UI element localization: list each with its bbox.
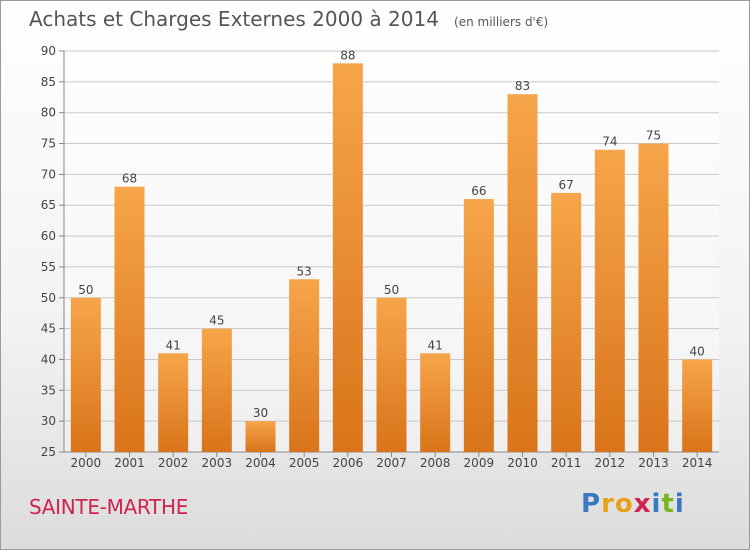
y-tick-label: 60 bbox=[41, 229, 56, 243]
bar-value-label: 45 bbox=[209, 314, 224, 328]
y-tick-label: 35 bbox=[41, 383, 56, 397]
bar bbox=[114, 186, 145, 452]
bar-value-label: 41 bbox=[166, 338, 181, 352]
y-tick-label: 40 bbox=[41, 352, 56, 366]
logo-letter: i bbox=[651, 489, 662, 519]
bar bbox=[245, 421, 276, 452]
y-tick-label: 45 bbox=[41, 322, 56, 336]
bar bbox=[376, 297, 407, 452]
bar-value-label: 75 bbox=[646, 129, 661, 143]
y-tick-label: 75 bbox=[41, 137, 56, 151]
x-tick-label: 2003 bbox=[202, 456, 233, 470]
x-tick-label: 2009 bbox=[464, 456, 495, 470]
x-tick-label: 2010 bbox=[507, 456, 538, 470]
x-tick-label: 2011 bbox=[551, 456, 582, 470]
bar bbox=[463, 199, 494, 452]
logo-letter: P bbox=[581, 489, 602, 519]
bar-value-label: 53 bbox=[297, 264, 312, 278]
bar bbox=[158, 353, 189, 452]
x-tick-label: 2007 bbox=[376, 456, 407, 470]
bar bbox=[420, 353, 451, 452]
bar-value-label: 68 bbox=[122, 172, 137, 186]
bar bbox=[594, 149, 625, 452]
bar-value-label: 50 bbox=[384, 283, 399, 297]
x-tick-label: 2006 bbox=[333, 456, 364, 470]
logo-letter: o bbox=[614, 489, 634, 519]
bar bbox=[70, 297, 101, 452]
y-tick-label: 30 bbox=[41, 414, 56, 428]
bar bbox=[201, 328, 232, 452]
x-tick-label: 2012 bbox=[595, 456, 626, 470]
title-row: Achats et Charges Externes 2000 à 2014 (… bbox=[29, 7, 548, 31]
x-tick-label: 2005 bbox=[289, 456, 320, 470]
x-tick-label: 2008 bbox=[420, 456, 451, 470]
bar-value-label: 88 bbox=[340, 48, 355, 62]
bar bbox=[551, 192, 582, 452]
logo-letter: x bbox=[633, 489, 652, 519]
logo-letter: t bbox=[661, 489, 675, 519]
x-tick-label: 2001 bbox=[114, 456, 145, 470]
bar-value-label: 41 bbox=[428, 338, 443, 352]
bar bbox=[682, 359, 713, 452]
bar-value-label: 50 bbox=[78, 283, 93, 297]
y-tick-label: 25 bbox=[41, 445, 56, 459]
commune-name: SAINTE-MARTHE bbox=[29, 495, 189, 519]
y-tick-label: 80 bbox=[41, 106, 56, 120]
bar-value-label: 67 bbox=[559, 178, 574, 192]
bar bbox=[638, 143, 669, 453]
chart-title: Achats et Charges Externes 2000 à 2014 bbox=[29, 7, 439, 31]
bar-value-label: 30 bbox=[253, 406, 268, 420]
x-tick-label: 2000 bbox=[71, 456, 102, 470]
bar-value-label: 66 bbox=[471, 184, 486, 198]
y-tick-label: 70 bbox=[41, 167, 56, 181]
x-tick-label: 2014 bbox=[682, 456, 713, 470]
bar bbox=[507, 94, 538, 452]
y-tick-label: 85 bbox=[41, 75, 56, 89]
chart-unit-label: (en milliers d'€) bbox=[454, 15, 549, 29]
bar bbox=[289, 279, 320, 452]
bar bbox=[332, 63, 363, 452]
x-tick-label: 2004 bbox=[245, 456, 276, 470]
bar-value-label: 40 bbox=[690, 344, 705, 358]
x-tick-label: 2013 bbox=[638, 456, 669, 470]
x-tick-label: 2002 bbox=[158, 456, 189, 470]
y-tick-label: 50 bbox=[41, 291, 56, 305]
proxiti-logo: Proxiti bbox=[581, 489, 685, 519]
logo-letter: i bbox=[674, 489, 685, 519]
bar-value-label: 83 bbox=[515, 79, 530, 93]
bar-value-label: 74 bbox=[602, 135, 617, 149]
y-tick-label: 55 bbox=[41, 260, 56, 274]
y-tick-label: 65 bbox=[41, 198, 56, 212]
y-tick-label: 90 bbox=[41, 44, 56, 58]
logo-letter: r bbox=[601, 489, 615, 519]
